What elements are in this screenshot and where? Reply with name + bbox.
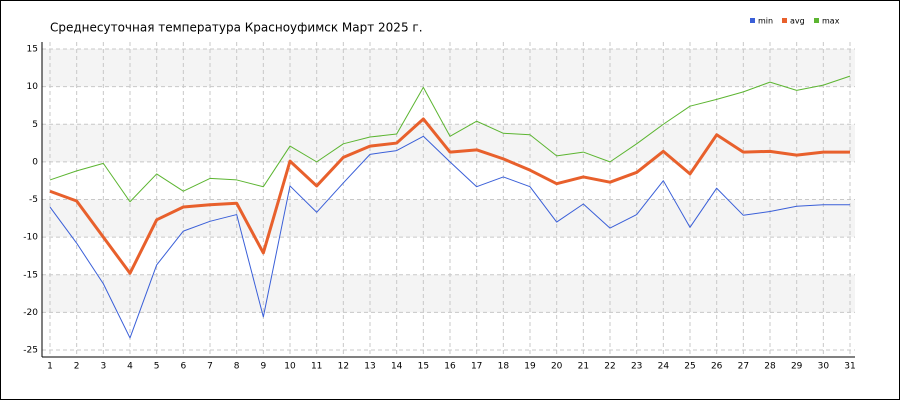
band	[42, 199, 855, 238]
x-tick-label: 9	[260, 362, 266, 372]
x-tick-label: 10	[284, 362, 296, 372]
band	[42, 124, 855, 162]
legend-swatch	[782, 18, 787, 23]
x-tick-label: 22	[604, 362, 615, 372]
x-tick-label: 29	[791, 362, 803, 372]
x-tick-label: 27	[738, 362, 749, 372]
series-line	[49, 117, 850, 275]
legend-swatch	[750, 18, 755, 23]
series-line	[49, 75, 851, 203]
y-tick-label: -25	[23, 346, 38, 356]
x-tick-label: 19	[524, 362, 536, 372]
x-tick-label: 28	[764, 362, 776, 372]
x-tick-label: 8	[234, 362, 240, 372]
x-tick-label: 21	[578, 362, 589, 372]
x-tick-label: 16	[444, 362, 456, 372]
y-tick-label: 5	[32, 120, 38, 130]
y-tick-label: 10	[27, 82, 39, 92]
legend-label: min	[758, 17, 773, 26]
x-tick-label: 23	[631, 362, 642, 372]
x-tick-label: 17	[471, 362, 482, 372]
x-tick-label: 2	[74, 362, 80, 372]
legend-label: avg	[790, 17, 805, 26]
y-tick-label: -15	[23, 270, 38, 280]
series-line	[49, 135, 850, 339]
x-tick-label: 1	[47, 362, 53, 372]
legend-label: max	[822, 17, 840, 26]
band	[42, 49, 855, 87]
x-tick-label: 3	[100, 362, 106, 372]
x-tick-label: 6	[180, 362, 186, 372]
y-tick-label: -10	[23, 233, 38, 243]
x-tick-label: 30	[818, 362, 830, 372]
x-tick-label: 31	[844, 362, 855, 372]
x-tick-label: 20	[551, 362, 563, 372]
x-tick-label: 25	[684, 362, 695, 372]
x-tick-label: 14	[391, 362, 403, 372]
y-tick-label: -20	[23, 308, 38, 318]
x-tick-label: 26	[711, 362, 723, 372]
x-tick-label: 7	[207, 362, 213, 372]
x-tick-label: 12	[338, 362, 349, 372]
y-tick-label: 15	[27, 45, 38, 55]
band	[42, 274, 855, 313]
y-tick-label: 0	[32, 157, 38, 167]
x-tick-label: 4	[127, 362, 133, 372]
chart-title: Среднесуточная температура Красноуфимск …	[50, 21, 423, 35]
x-tick-label: 18	[498, 362, 510, 372]
y-tick-label: -5	[29, 195, 38, 205]
x-tick-label: 5	[154, 362, 160, 372]
x-tick-label: 24	[658, 362, 670, 372]
x-tick-label: 15	[418, 362, 429, 372]
legend-swatch	[814, 18, 819, 23]
x-tick-label: 11	[311, 362, 322, 372]
x-tick-label: 13	[364, 362, 375, 372]
